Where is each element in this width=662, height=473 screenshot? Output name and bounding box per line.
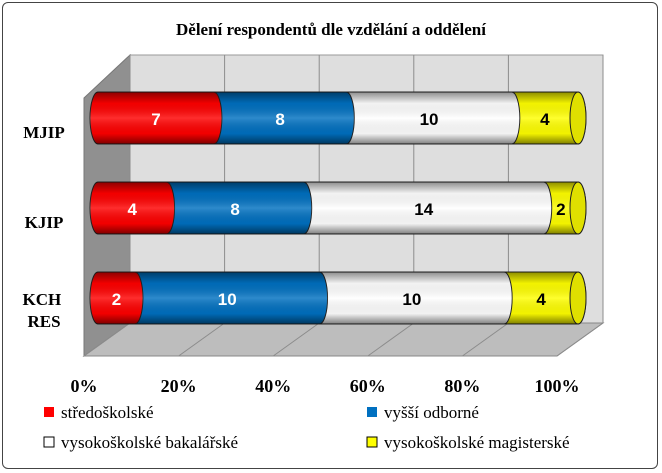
bar-row-kjip: 4 8 14 2 bbox=[89, 181, 587, 235]
gridline-floor bbox=[367, 322, 415, 357]
bar-end-cap-mjip bbox=[569, 91, 587, 145]
bar-kch-res-stredoskolske-shade bbox=[90, 272, 143, 324]
legend-item-vyssi-odborne: vyšší odborné bbox=[367, 403, 479, 422]
bar-end-cap-shade-kjip bbox=[570, 182, 586, 234]
data-label-mjip-vysokoskolske-bakalarske: 10 bbox=[420, 110, 439, 129]
plot-floor bbox=[82, 322, 605, 357]
legend-swatch-magisterske bbox=[366, 436, 378, 448]
bar-row-kch-res: 2 10 10 4 bbox=[89, 271, 587, 325]
bar-end-cap-kjip bbox=[569, 181, 587, 235]
legend: středoškolské vyšší odborné vysokoškolsk… bbox=[43, 403, 570, 452]
chart-title: Dělení respondentů dle vzdělání a odděle… bbox=[176, 20, 486, 39]
bar-mjip-vysokoskolske-bakalarske-shade bbox=[338, 92, 520, 144]
bar-kjip-vyssi-odborne-shade bbox=[158, 182, 312, 234]
bar-end-cap-shade-mjip bbox=[570, 92, 586, 144]
data-label-kch-res-vysokoskolske-bakalarske: 10 bbox=[402, 290, 421, 309]
gridline-floor bbox=[462, 322, 509, 357]
category-labels: MJIP KJIP KCH RES bbox=[23, 123, 66, 331]
legend-swatch-stredoskolske bbox=[44, 407, 54, 417]
legend-item-magisterske: vysokoškolské magisterské bbox=[366, 433, 570, 452]
bar-mjip-vysokoskolske-magisterske-shade bbox=[503, 92, 586, 144]
category-label-kch-res-line2: RES bbox=[27, 312, 60, 331]
data-label-kjip-vysokoskolske-bakalarske: 14 bbox=[414, 200, 433, 219]
legend-label-vyssi-odborne: vyšší odborné bbox=[384, 403, 479, 422]
gridline-floor bbox=[178, 322, 225, 357]
gridline-floor bbox=[83, 322, 131, 357]
x-tick-label: 60% bbox=[350, 376, 386, 396]
x-axis-ticks: 0% 20% 40% 60% 80% 100% bbox=[71, 376, 580, 396]
data-label-kch-res-vysokoskolske-magisterske: 4 bbox=[536, 290, 546, 309]
x-tick-label: 40% bbox=[255, 376, 291, 396]
legend-label-magisterske: vysokoškolské magisterské bbox=[384, 433, 570, 452]
bar-end-cap-kch-res bbox=[569, 271, 587, 325]
bars-layer: 7 8 10 4 4 8 14 2 2 10 10 4 bbox=[89, 91, 587, 325]
x-tick-label: 80% bbox=[444, 376, 480, 396]
x-tick-label: 0% bbox=[71, 376, 98, 396]
data-label-mjip-stredoskolske: 7 bbox=[151, 110, 160, 129]
bar-mjip-stredoskolske-shade bbox=[90, 92, 222, 144]
legend-label-stredoskolske: středoškolské bbox=[61, 403, 154, 422]
legend-item-bakalarske: vysokoškolské bakalářské bbox=[43, 433, 238, 452]
data-label-kch-res-stredoskolske: 2 bbox=[112, 290, 121, 309]
legend-swatch-bakalarske bbox=[43, 436, 55, 448]
legend-label-bakalarske: vysokoškolské bakalářské bbox=[61, 433, 238, 452]
bar-kch-res-vysokoskolske-magisterske-shade bbox=[496, 272, 586, 324]
gridline-floor bbox=[556, 322, 604, 357]
legend-item-stredoskolske: středoškolské bbox=[44, 403, 154, 422]
category-label-kch-res: KCH RES bbox=[23, 290, 66, 331]
data-label-kjip-vysokoskolske-magisterske: 2 bbox=[556, 200, 565, 219]
gridline-floor bbox=[272, 322, 320, 357]
category-label-mjip: MJIP bbox=[23, 123, 65, 142]
category-label-kjip: KJIP bbox=[25, 213, 64, 232]
bar-mjip-vyssi-odborne-shade bbox=[205, 92, 355, 144]
data-label-kjip-vyssi-odborne: 8 bbox=[230, 200, 239, 219]
data-label-kjip-stredoskolske: 4 bbox=[128, 200, 138, 219]
data-label-kch-res-vyssi-odborne: 10 bbox=[218, 290, 237, 309]
bar-kjip-vysokoskolske-bakalarske-shade bbox=[295, 182, 552, 234]
data-label-mjip-vyssi-odborne: 8 bbox=[275, 110, 284, 129]
bar-kch-res-vysokoskolske-bakalarske-shade bbox=[311, 272, 513, 324]
x-tick-label: 20% bbox=[161, 376, 197, 396]
data-label-mjip-vysokoskolske-magisterske: 4 bbox=[540, 110, 550, 129]
x-tick-label: 100% bbox=[535, 376, 580, 396]
category-label-kch-res-line1: KCH bbox=[23, 290, 62, 309]
bar-kjip-stredoskolske-shade bbox=[90, 182, 175, 234]
bar-row-mjip: 7 8 10 4 bbox=[89, 91, 587, 145]
legend-swatch-vyssi-odborne bbox=[367, 407, 377, 417]
bar-end-cap-shade-kch-res bbox=[570, 272, 586, 324]
bar-kch-res-vyssi-odborne-shade bbox=[126, 272, 328, 324]
